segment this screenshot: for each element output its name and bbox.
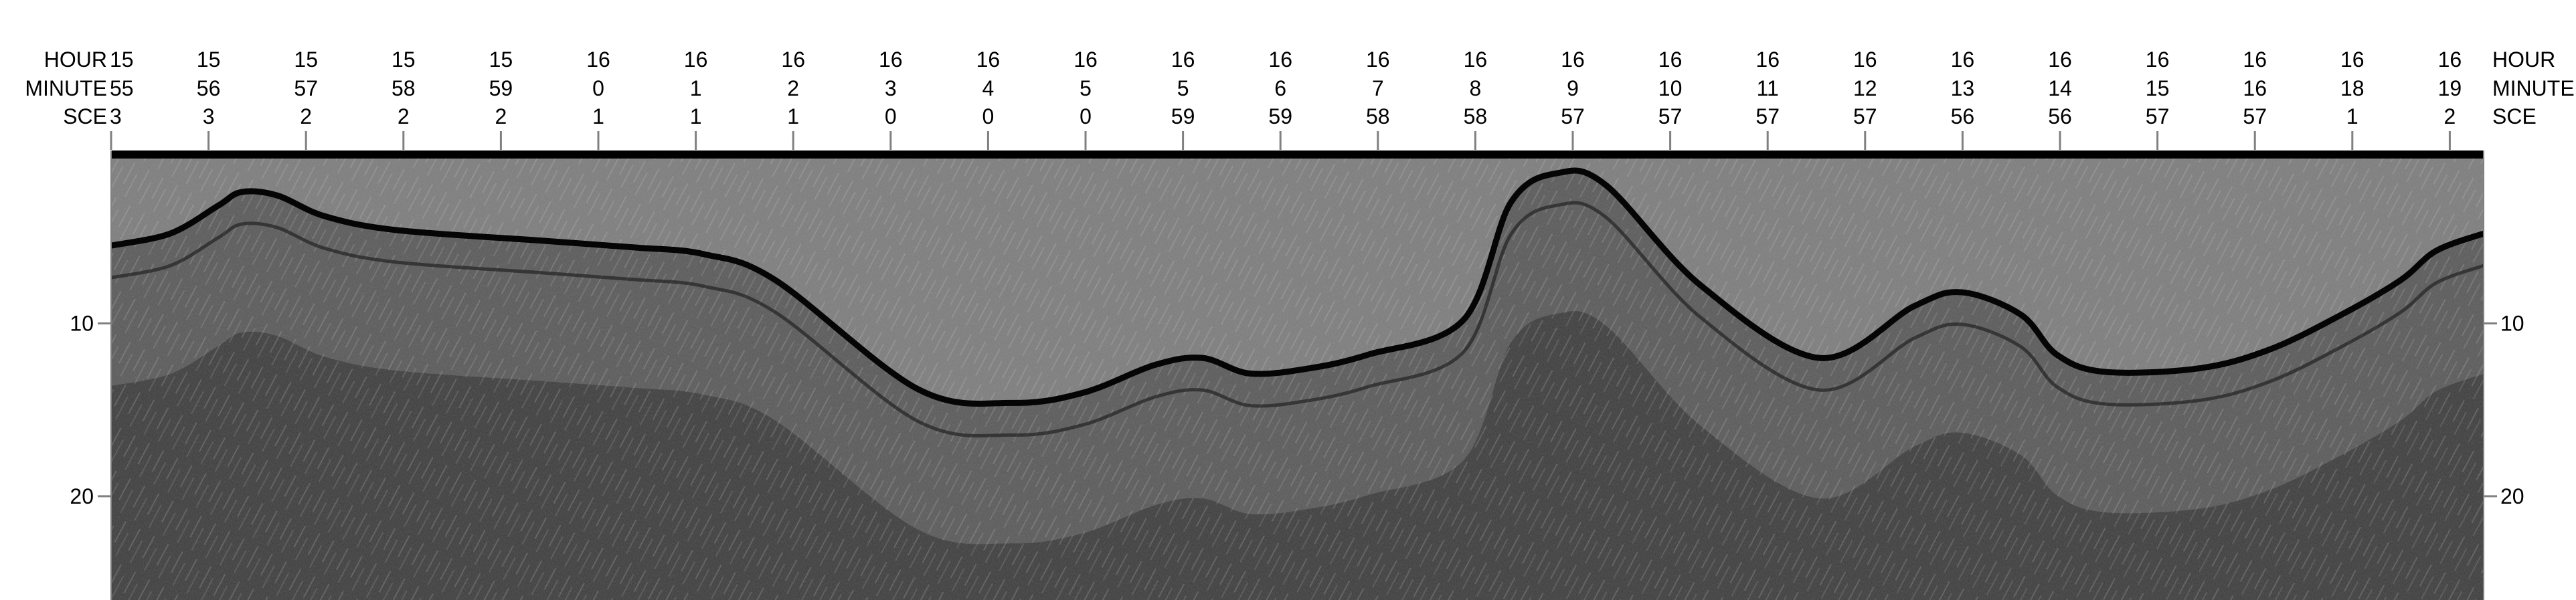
left-row-label: HOUR [44,47,107,72]
seafloor-reflector [111,167,2484,407]
sce-tick-label: 2 [495,104,507,128]
minute-tick-label: 8 [1470,76,1482,100]
minute-tick-label: 15 [2146,76,2170,100]
minute-tick-label: 59 [489,76,513,100]
hour-tick-label: 16 [586,47,610,72]
hour-tick-label: 15 [197,47,221,72]
hour-tick-label: 16 [2438,47,2462,72]
minute-tick-label: 16 [2243,76,2267,100]
sce-tick-label: 0 [982,104,995,128]
sce-tick-label: 2 [398,104,410,128]
hour-tick-label: 16 [1755,47,1780,72]
sce-tick-label: 0 [885,104,897,128]
sce-tick-label: 2 [2444,104,2456,128]
right-row-label: SCE [2492,104,2537,128]
top-band [111,151,2484,159]
minute-tick-label: 4 [982,76,995,100]
left-row-label: SCE [63,104,107,128]
sce-tick-label: 1 [592,104,604,128]
minute-tick-label: 12 [1853,76,1877,100]
minute-tick-label: 58 [392,76,416,100]
hour-tick-label: 16 [1464,47,1488,72]
minute-tick-label: 19 [2438,76,2462,100]
sce-tick-label: 0 [1080,104,1092,128]
y-tick-label-right: 10 [2500,311,2524,335]
sce-tick-label: 1 [690,104,702,128]
minute-tick-label: 9 [1567,76,1579,100]
minute-tick-label: 7 [1372,76,1384,100]
hour-tick-label: 16 [1951,47,1975,72]
sce-tick-label: 56 [1951,104,1975,128]
sce-tick-label: 2 [300,104,312,128]
minute-tick-label: 3 [885,76,897,100]
minute-tick-label: 18 [2340,76,2365,100]
sce-tick-label: 1 [787,104,799,128]
header-labels: HOUR HOUR MINUTE MINUTE SCE SCE [25,47,2574,128]
hour-tick-label: 16 [781,47,805,72]
hour-tick-label: 16 [1366,47,1390,72]
sce-tick-label: 3 [203,104,215,128]
minute-tick-label: 55 [110,76,134,100]
hour-tick-label: 16 [1171,47,1195,72]
sce-tick-label: 1 [2346,104,2358,128]
hour-tick-label: 15 [392,47,416,72]
sce-tick-label: 58 [1366,104,1390,128]
sce-tick-label: 56 [2048,104,2072,128]
minute-tick-label: 5 [1080,76,1092,100]
hour-tick-label: 15 [294,47,318,72]
hour-tick-label: 15 [489,47,513,72]
sce-tick-label: 58 [1464,104,1488,128]
minute-tick-label: 5 [1177,76,1189,100]
grain-texture [111,151,2484,600]
hour-tick-label: 16 [2048,47,2072,72]
sce-tick-label: 59 [1171,104,1195,128]
sce-tick-label: 3 [110,104,122,128]
secondary-reflector [111,201,2484,438]
y-tick-label-left: 20 [70,484,94,508]
minute-tick-label: 0 [592,76,604,100]
minute-tick-label: 2 [787,76,799,100]
hour-tick-label: 16 [1074,47,1098,72]
y-tick-label-left: 10 [70,311,94,335]
minute-tick-label: 57 [294,76,318,100]
hour-tick-label: 16 [1561,47,1585,72]
minute-tick-label: 56 [197,76,221,100]
sce-tick-label: 57 [2146,104,2170,128]
sce-tick-label: 57 [1658,104,1683,128]
minute-tick-label: 10 [1658,76,1683,100]
hour-tick-label: 16 [879,47,903,72]
right-row-label: MINUTE [2492,76,2575,100]
hour-tick-label: 16 [2340,47,2365,72]
left-row-label: MINUTE [25,76,107,100]
sce-tick-label: 57 [1853,104,1877,128]
y-tick-label-right: 20 [2500,484,2524,508]
right-row-label: HOUR [2492,47,2555,72]
plot-area [111,151,2484,600]
hour-tick-label: 16 [976,47,1001,72]
hour-tick-label: 16 [1268,47,1292,72]
hour-tick-label: 16 [1658,47,1683,72]
sce-tick-label: 57 [1755,104,1780,128]
sce-tick-label: 57 [2243,104,2267,128]
minute-tick-label: 14 [2048,76,2072,100]
minute-tick-label: 6 [1274,76,1286,100]
sce-tick-label: 59 [1268,104,1292,128]
hour-tick-label: 16 [2243,47,2267,72]
x-ticks: 1555315563155721558215592160116111621163… [110,47,2462,150]
hour-tick-label: 16 [2146,47,2170,72]
hour-tick-label: 16 [684,47,708,72]
sce-tick-label: 57 [1561,104,1585,128]
minute-tick-label: 11 [1757,76,1779,100]
hour-tick-label: 15 [110,47,134,72]
hour-tick-label: 16 [1853,47,1877,72]
y-axis: 10 10 20 20 [70,151,2524,600]
minute-tick-label: 13 [1951,76,1975,100]
minute-tick-label: 1 [690,76,702,100]
